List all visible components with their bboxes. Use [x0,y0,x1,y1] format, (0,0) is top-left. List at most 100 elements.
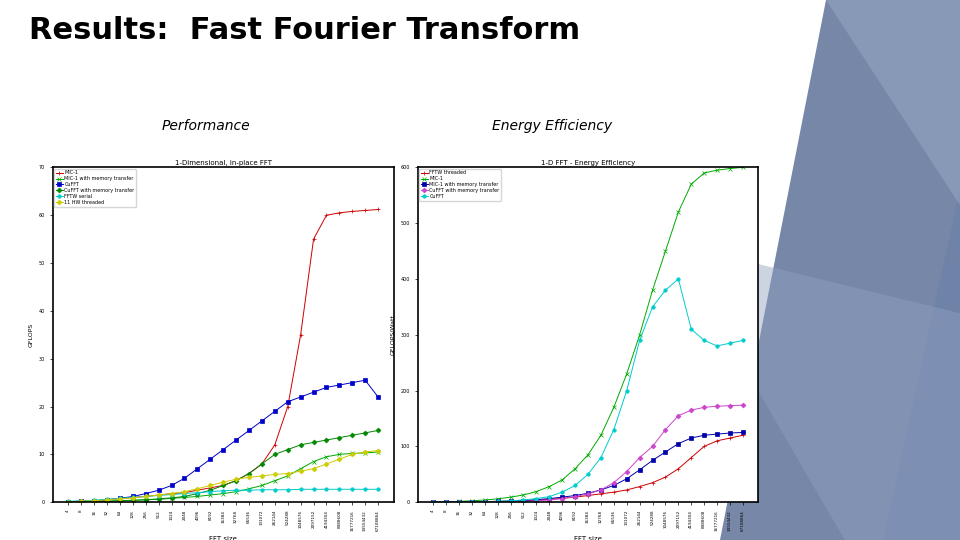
FFTW threaded [660,474,671,481]
FFTW serial [88,497,100,503]
CuFFT with memory transfer [427,499,439,505]
MIC-1 with memory transfer [479,498,491,505]
MIC-1 [243,470,254,477]
CuFFT [282,399,294,405]
MIC-1 with memory transfer [62,499,74,505]
CuFFT with memory transfer [699,404,710,410]
MIC-1 [737,164,749,171]
MIC-1 [647,287,659,293]
Legend: FFTW threaded, MIC-1, MIC-1 with memory transfer, CuFFT with memory transfer, Cu: FFTW threaded, MIC-1, MIC-1 with memory … [420,169,501,201]
MIC-1 [569,465,581,472]
FFTW threaded [595,490,607,497]
MIC-1 [88,497,100,504]
MIC-1 with memory transfer [76,498,87,505]
MIC-1 with memory transfer [711,431,723,437]
CuFFT with memory transfer [347,432,358,438]
MIC-1 [282,403,294,410]
MIC-1 [699,170,710,176]
CuFFT [660,287,671,293]
MIC-1 with memory transfer [737,429,749,436]
CuFFT [179,475,190,482]
CuFFT [621,387,633,394]
MIC-1 with memory transfer [347,450,358,457]
FFTW serial [217,488,228,494]
MIC-1 with memory transfer [243,485,254,492]
11 HW threaded [347,451,358,457]
CuFFT with memory transfer [724,402,735,409]
MIC-1 [62,498,74,505]
MIC-1 with memory transfer [595,487,607,493]
CuFFT with memory transfer [569,494,581,500]
CuFFT with memory transfer [76,498,87,505]
MIC-1 [595,432,607,438]
MIC-1 with memory transfer [453,498,465,505]
FFTW serial [269,487,280,493]
MIC-1 with memory transfer [269,477,280,484]
MIC-1 [334,210,346,216]
FFTW serial [334,486,346,492]
MIC-1 with memory transfer [217,490,228,497]
CuFFT [256,417,268,424]
CuFFT with memory transfer [372,427,384,434]
FFTW threaded [711,437,723,444]
11 HW threaded [295,468,306,474]
MIC-1 with memory transfer [88,498,100,505]
CuFFT [685,326,697,333]
CuFFT with memory transfer [557,495,568,502]
MIC-1 with memory transfer [282,472,294,479]
FFTW threaded [582,492,593,499]
11 HW threaded [192,485,204,492]
FFTW threaded [724,435,735,441]
11 HW threaded [204,482,216,489]
FFTW threaded [608,489,619,495]
Text: Energy Efficiency: Energy Efficiency [492,119,612,133]
FFTW serial [192,489,204,496]
MIC-1 with memory transfer [505,498,516,504]
MIC-1 [166,490,178,497]
MIC-1 with memory transfer [372,449,384,455]
CuFFT [192,465,204,472]
CuFFT with memory transfer [479,498,491,505]
CuFFT [505,497,516,504]
Line: 11 HW threaded: 11 HW threaded [66,449,380,503]
11 HW threaded [101,497,112,503]
MIC-1 with memory transfer [466,498,477,505]
11 HW threaded [127,495,138,501]
CuFFT with memory transfer [453,499,465,505]
CuFFT with memory transfer [582,490,593,497]
MIC-1 [308,236,320,242]
CuFFT [582,471,593,477]
Line: MIC-1: MIC-1 [66,208,380,503]
MIC-1 [492,496,503,502]
FFTW threaded [479,498,491,505]
MIC-1 [453,498,465,504]
FFTW serial [282,487,294,493]
CuFFT [711,343,723,349]
CuFFT with memory transfer [140,497,152,503]
FFTW serial [204,489,216,495]
CuFFT [217,447,228,453]
FFTW threaded [685,454,697,461]
CuFFT with memory transfer [166,495,178,501]
CuFFT [308,389,320,395]
MIC-1 with memory transfer [166,495,178,502]
CuFFT with memory transfer [492,498,503,505]
11 HW threaded [88,497,100,504]
FFTW serial [166,491,178,498]
Line: MIC-1 with memory transfer: MIC-1 with memory transfer [431,431,745,504]
MIC-1 with memory transfer [621,476,633,482]
11 HW threaded [243,474,254,481]
11 HW threaded [282,470,294,477]
Line: FFTW serial: FFTW serial [66,488,380,503]
MIC-1 [179,489,190,496]
11 HW threaded [372,447,384,454]
MIC-1 with memory transfer [543,495,555,502]
CuFFT with memory transfer [711,403,723,409]
CuFFT [166,482,178,489]
CuFFT with memory transfer [269,451,280,457]
FFTW serial [76,497,87,504]
Line: CuFFT: CuFFT [66,379,380,503]
MIC-1 [295,332,306,338]
11 HW threaded [140,493,152,500]
CuFFT [321,384,332,390]
